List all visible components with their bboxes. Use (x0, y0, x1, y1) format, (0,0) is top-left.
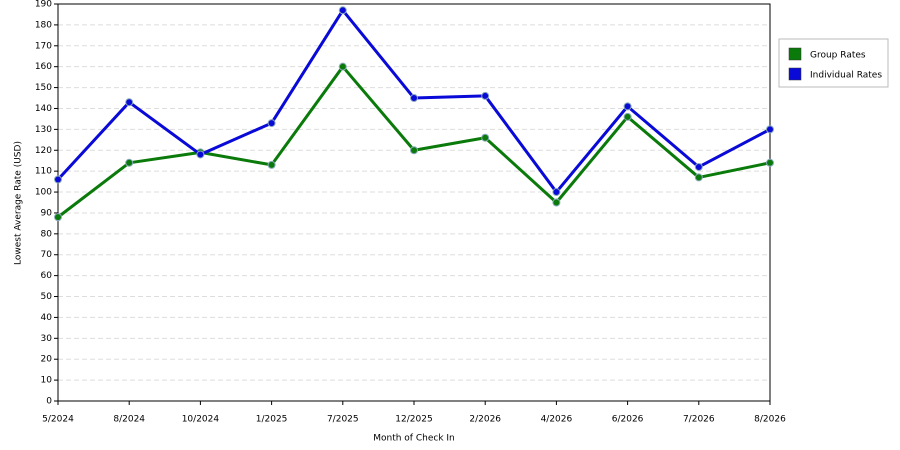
data-point (338, 6, 347, 15)
y-tick-label: 10 (41, 376, 53, 386)
y-tick-label: 30 (41, 334, 53, 344)
data-point (481, 133, 490, 142)
y-tick-label: 70 (41, 250, 53, 260)
data-point (54, 213, 62, 222)
data-point (267, 119, 276, 128)
data-point (410, 146, 418, 155)
y-tick-label: 190 (35, 0, 52, 10)
data-point (766, 125, 774, 134)
y-tick-label: 140 (35, 104, 52, 114)
x-tick-label: 8/2026 (754, 415, 786, 425)
series-line (57, 65, 771, 219)
y-tick-label: 90 (41, 208, 53, 218)
data-point (623, 102, 632, 111)
y-tick-label: 110 (35, 167, 52, 177)
x-tick-label: 12/2025 (395, 415, 432, 425)
data-point (766, 158, 774, 167)
y-tick-label: 130 (35, 125, 52, 135)
legend-label: Group Rates (810, 51, 866, 61)
data-point (125, 158, 134, 167)
y-tick-label: 20 (41, 355, 53, 365)
data-point (410, 94, 418, 103)
legend-label: Individual Rates (810, 71, 882, 81)
data-point (196, 150, 205, 159)
y-tick-label: 50 (41, 292, 53, 302)
x-tick-label: 1/2025 (256, 415, 288, 425)
x-tick-label: 5/2024 (42, 415, 74, 425)
y-tick-label: 60 (41, 271, 53, 281)
data-point (694, 173, 703, 182)
plot-frame (57, 3, 771, 402)
x-tick-label: 6/2026 (612, 415, 644, 425)
x-tick-label: 7/2025 (327, 415, 359, 425)
x-tick-label: 8/2024 (113, 415, 145, 425)
y-tick-label: 40 (41, 313, 53, 323)
data-point (267, 160, 276, 169)
data-point (54, 175, 62, 184)
data-point (552, 198, 561, 207)
y-tick-label: 120 (35, 146, 52, 156)
y-tick-label: 180 (35, 20, 52, 30)
y-tick-label: 160 (35, 62, 52, 72)
y-tick-label: 80 (41, 229, 53, 239)
y-tick-label: 0 (46, 397, 52, 407)
x-tick-label: 7/2026 (683, 415, 715, 425)
data-point (125, 98, 134, 107)
y-tick-label: 170 (35, 41, 52, 51)
y-axis-label: Lowest Average Rate (USD) (14, 141, 24, 265)
x-tick-label: 4/2026 (541, 415, 573, 425)
data-point (338, 62, 347, 71)
x-axis-label: Month of Check In (373, 434, 455, 444)
y-tick-label: 150 (35, 83, 52, 93)
data-point (552, 188, 561, 197)
data-point (694, 162, 703, 171)
data-point (481, 91, 490, 100)
legend-swatch (788, 47, 802, 61)
y-tick-label: 100 (35, 188, 52, 198)
data-point (623, 112, 632, 121)
x-tick-label: 2/2026 (469, 415, 501, 425)
legend-swatch (788, 67, 802, 81)
x-tick-label: 10/2024 (182, 415, 220, 425)
